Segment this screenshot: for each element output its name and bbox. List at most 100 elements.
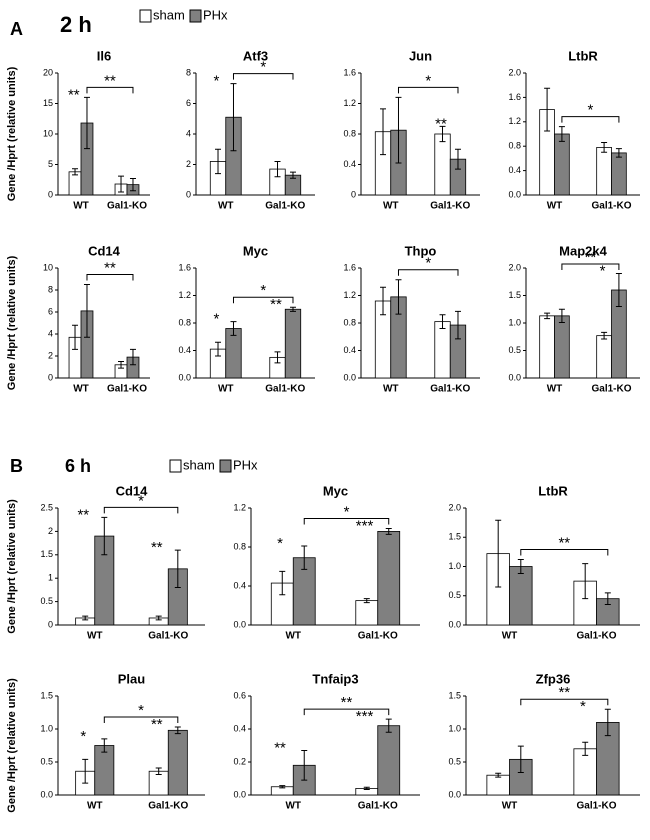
y-tick-label: 10	[43, 128, 53, 138]
y-tick-label: 0.0	[448, 789, 461, 799]
bracket	[397, 269, 459, 276]
y-tick-label: 0.4	[178, 345, 191, 355]
legend-swatch	[169, 459, 182, 473]
bar	[539, 315, 555, 379]
bar	[434, 133, 451, 196]
y-tick-label: 0.0	[40, 789, 53, 799]
error-bar	[83, 96, 90, 150]
bracket	[232, 73, 294, 80]
error-bar	[544, 87, 551, 132]
x-tick-label: WT	[383, 384, 399, 395]
error-bar	[83, 284, 90, 338]
y-tick-label: 1.6	[343, 262, 356, 272]
bracket	[520, 698, 609, 706]
y-tick-label: 5	[48, 159, 53, 169]
y-tick-label: 6	[186, 98, 191, 108]
error-bar	[101, 738, 108, 753]
y-tick-label: 0.4	[233, 580, 246, 590]
error-bar	[72, 324, 79, 350]
bar	[284, 308, 302, 379]
y-tick-label: 0.4	[508, 165, 521, 175]
bracket	[232, 296, 294, 304]
y-tick-label: 2.5	[40, 502, 53, 512]
y-tick-label: 0	[48, 372, 53, 382]
bracket	[520, 548, 609, 556]
y-axis-label: Gene /Hprt (relative units)	[6, 678, 18, 813]
error-bar	[601, 142, 608, 153]
significance-label: **	[68, 86, 80, 103]
bar	[225, 328, 242, 379]
bracket	[103, 716, 179, 724]
bar	[434, 321, 451, 379]
bar	[486, 774, 510, 796]
error-bar	[380, 108, 387, 156]
significance-label: *	[580, 698, 586, 715]
legend-label: sham	[153, 7, 185, 22]
bracket-label: **	[104, 72, 116, 89]
y-tick-label: 0.8	[343, 128, 356, 138]
y-tick-label: 0.2	[233, 756, 246, 766]
significance-label: **	[77, 506, 89, 523]
y-tick-label: 15	[43, 98, 53, 108]
bar	[554, 133, 570, 196]
chart-title: Map2k4	[559, 243, 607, 258]
error-bar	[301, 749, 308, 781]
bracket-label: **	[341, 694, 353, 711]
x-tick-label: WT	[87, 631, 103, 642]
bracket-label: **	[558, 534, 570, 551]
chart-title: Atf3	[243, 48, 268, 63]
y-tick-label: 0.0	[233, 789, 246, 799]
chart-title: Tnfaip3	[312, 671, 358, 686]
error-bar	[380, 286, 387, 316]
x-tick-label: Gal1-KO	[107, 201, 147, 212]
bracket-label: *	[260, 59, 266, 76]
x-tick-label: WT	[285, 801, 301, 812]
chart-title: LtbR	[568, 48, 598, 63]
chart-title: Myc	[243, 243, 268, 258]
bar	[377, 725, 401, 796]
error-bar	[274, 351, 281, 364]
error-bar	[82, 615, 89, 621]
error-bar	[439, 125, 446, 143]
x-tick-label: Gal1-KO	[265, 201, 305, 212]
error-bar	[129, 178, 136, 192]
error-bar	[289, 306, 296, 312]
y-tick-label: 2.0	[508, 67, 521, 77]
significance-label: **	[274, 739, 286, 756]
significance-label: *	[600, 262, 606, 279]
y-tick-label: 8	[48, 284, 53, 294]
y-axis-label: Gene /Hprt (relative units)	[6, 255, 18, 390]
y-tick-label: 1.2	[233, 502, 246, 512]
chart-title: Zfp36	[536, 671, 571, 686]
y-tick-label: 1.2	[343, 290, 356, 300]
bracket-label: **	[585, 249, 597, 266]
bracket	[397, 86, 459, 94]
y-tick-label: 0	[48, 619, 53, 629]
x-tick-label: Gal1-KO	[148, 631, 188, 642]
bar	[596, 335, 612, 379]
y-tick-label: 0.0	[343, 372, 356, 382]
bracket-label: *	[425, 72, 431, 89]
error-bar	[274, 160, 281, 178]
y-tick-label: 1.2	[343, 98, 356, 108]
bracket	[561, 116, 620, 123]
bracket-label: *	[587, 102, 593, 119]
y-tick-label: 6	[48, 306, 53, 316]
x-tick-label: Gal1-KO	[265, 384, 305, 395]
x-tick-label: Gal1-KO	[591, 201, 631, 212]
bracket-label: *	[344, 503, 350, 520]
x-tick-label: Gal1-KO	[576, 801, 616, 812]
bracket	[86, 86, 134, 94]
y-tick-label: 4	[186, 128, 191, 138]
chart-title: Cd14	[116, 483, 149, 498]
y-tick-label: 0.8	[178, 317, 191, 327]
x-tick-label: WT	[547, 384, 563, 395]
error-bar	[174, 549, 181, 589]
chart-title: Cd14	[88, 243, 121, 258]
legend-swatch	[219, 459, 232, 473]
y-axis-label: Gene /Hprt (relative units)	[6, 499, 18, 634]
y-tick-label: 0.0	[508, 372, 521, 382]
y-tick-label: 2	[48, 526, 53, 536]
significance-label: **	[151, 539, 163, 556]
panel-title: 6 h	[65, 456, 91, 476]
